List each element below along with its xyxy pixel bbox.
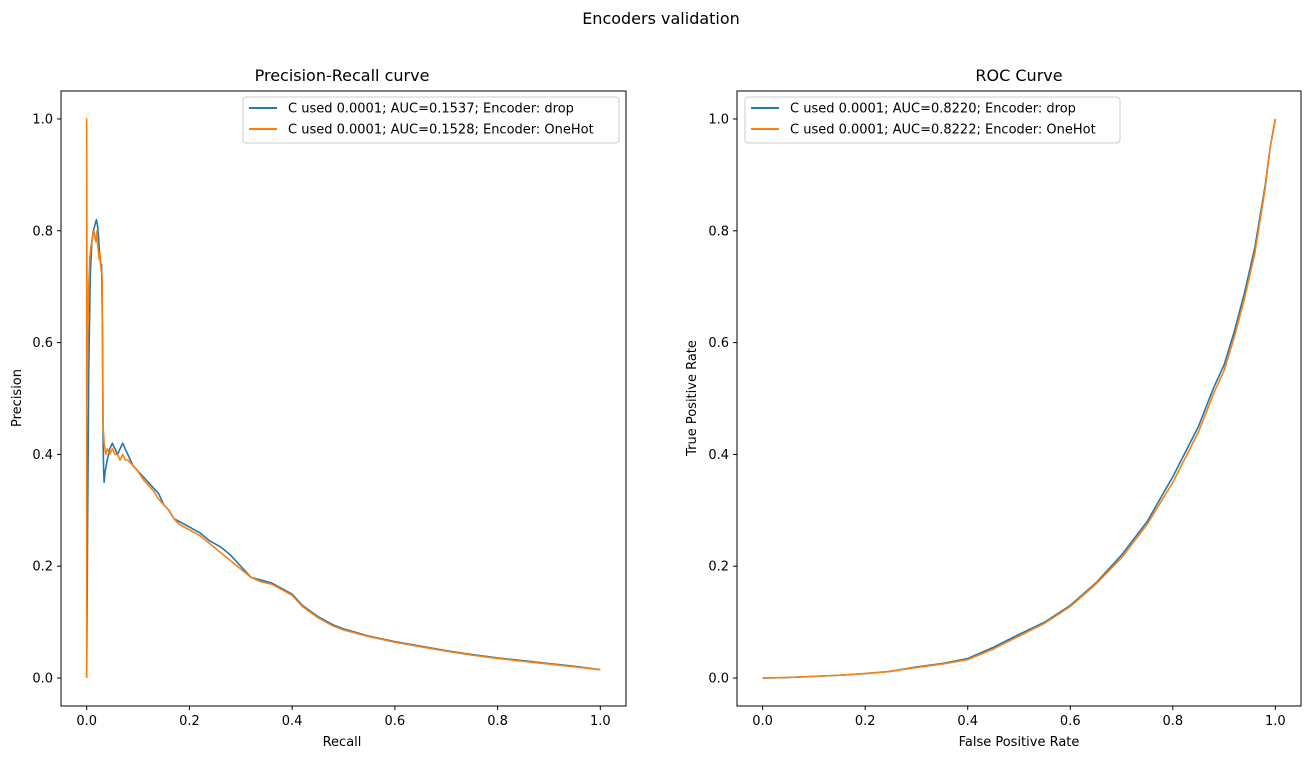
pr-y-tick-label: 0.0 [32,672,53,687]
pr-legend: C used 0.0001; AUC=0.1537; Encoder: drop… [242,96,620,144]
roc-x-tick-label: 0.4 [957,714,978,729]
pr-x-tick-label: 0.0 [76,714,97,729]
pr-y-axis-label: Precision [10,369,25,427]
roc-x-axis-label: False Positive Rate [959,735,1080,750]
roc-x-tick-label: 0.8 [1162,714,1183,729]
roc-series-line-2 [762,118,1277,679]
roc-y-tick-label: 0.8 [708,224,729,239]
pr-y-tick-label: 0.2 [32,560,53,575]
pr-y-tick-label: 0.6 [32,336,53,351]
roc-x-tick-label: 0.0 [752,714,773,729]
roc-x-tick-label: 0.6 [1060,714,1081,729]
roc-axes-frame [736,90,1302,707]
pr-series-line-2 [85,118,601,679]
roc-chart: ROC Curve False Positive Rate True Posit… [685,66,1302,750]
roc-y-tick-label: 0.0 [708,672,729,687]
roc-legend-box [744,96,1121,144]
pr-legend-label-1: C used 0.0001; AUC=0.1537; Encoder: drop [288,102,574,117]
pr-plot-area: 0.0 0.2 0.4 0.6 0.8 1.0 0.0 0.2 0.4 0.6 0.8 1.0 C us… [32,90,627,729]
pr-axes-frame [60,90,627,707]
roc-plot-area: 0.0 0.2 0.4 0.6 0.8 1.0 0.0 0.2 0.4 0.6 0.8 1.0 C us… [708,90,1302,729]
pr-x-tick-label: 0.8 [487,714,508,729]
pr-x-tick-label: 1.0 [590,714,611,729]
roc-legend-label-1: C used 0.0001; AUC=0.8220; Encoder: drop [790,102,1076,117]
roc-chart-title: ROC Curve [975,66,1062,85]
pr-y-tick-label: 0.8 [32,224,53,239]
pr-y-tick-label: 1.0 [32,112,53,127]
precision-recall-chart: Precision-Recall curve Recall Precision … [10,66,627,750]
roc-y-tick-label: 0.4 [708,448,729,463]
pr-legend-label-2: C used 0.0001; AUC=0.1528; Encoder: OneH… [288,123,594,138]
pr-legend-box [242,96,620,144]
roc-x-tick-label: 1.0 [1265,714,1286,729]
roc-x-tick-label: 0.2 [855,714,876,729]
figure-title: Encoders validation [582,9,740,28]
pr-x-tick-label: 0.2 [179,714,200,729]
pr-chart-title: Precision-Recall curve [255,66,430,85]
pr-series-line-1 [85,218,601,679]
roc-y-axis-label: True Positive Rate [685,340,700,457]
pr-x-tick-label: 0.6 [385,714,406,729]
roc-legend-label-2: C used 0.0001; AUC=0.8222; Encoder: OneH… [790,123,1096,138]
roc-series-line-1 [762,118,1277,679]
roc-y-tick-label: 0.2 [708,560,729,575]
pr-y-tick-label: 0.4 [32,448,53,463]
pr-x-axis-label: Recall [323,735,362,750]
roc-y-tick-label: 1.0 [708,112,729,127]
roc-y-tick-label: 0.6 [708,336,729,351]
pr-x-tick-label: 0.4 [282,714,303,729]
roc-legend: C used 0.0001; AUC=0.8220; Encoder: drop… [744,96,1121,144]
